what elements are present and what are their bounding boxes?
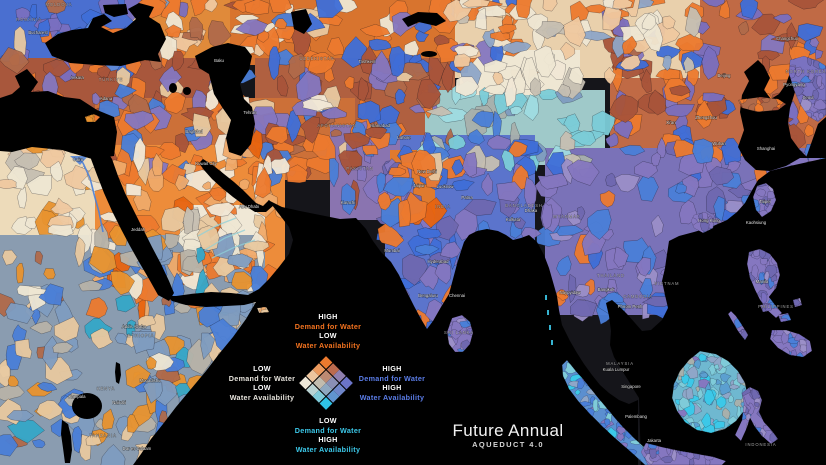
city-label: Wuhan [712, 141, 726, 146]
city-label: Dar es Salaam [123, 446, 152, 451]
city-label: Manila [756, 279, 769, 284]
region-label: PHILIPPINES [758, 304, 794, 309]
city-label: Kuala Lumpur [603, 367, 630, 372]
region-label: MOLDOVA [46, 2, 73, 7]
city-label: Bangkok [598, 287, 616, 292]
city-label: Kaohsiung [746, 220, 767, 225]
city-label: Shanghai [757, 146, 775, 151]
region-label: KENYA [97, 386, 115, 391]
city-label: Phnom Penh [618, 304, 643, 309]
region-label: UZBEKISTAN [300, 56, 335, 61]
map-subtitle: AQUEDUCT 4.0 [472, 440, 544, 449]
city-label: Kampala [69, 394, 87, 399]
city-label: Palembang [625, 414, 647, 419]
city-label: Singapore [621, 384, 641, 389]
city-label: Kolkata [506, 217, 521, 222]
city-label: Beijing [718, 73, 732, 78]
region-label: THAILAND [597, 273, 625, 278]
region-label: VIETNAM [655, 281, 680, 286]
region-label: ETHIOPIA [128, 333, 155, 338]
city-label: Hong Kong [698, 218, 720, 223]
city-label: Islamabad [370, 123, 390, 128]
city-label: Bucharest [28, 30, 48, 35]
city-label: Karachi [341, 200, 356, 205]
region-label: INDONESIA [745, 442, 776, 447]
city-label: Mumbai [384, 248, 399, 253]
lake-layer [61, 362, 121, 463]
city-label: Zhengzhou [695, 115, 717, 120]
region-label: PAKISTAN [346, 166, 373, 171]
city-label: Lahore [397, 135, 411, 140]
region-label: TÜRKIYE [99, 77, 123, 82]
city-label: Hyderabad [427, 259, 449, 264]
city-label: Mogadishu [139, 378, 161, 383]
city-label: Addis Ababa [122, 324, 147, 329]
city-label: Chennai [449, 293, 465, 298]
city-label: Pyongyang [783, 82, 805, 87]
region-label: CAMBODIA [623, 294, 653, 299]
city-label: Nairobi [112, 400, 126, 405]
ocean-layer [0, 3, 826, 465]
region-label: MALAYSIA [606, 361, 634, 366]
region-label: TANZANIA [89, 433, 117, 438]
region-label: AFGHANISTAN [317, 123, 356, 128]
city-label: Tashkent [358, 59, 376, 64]
city-label: Baku [214, 58, 224, 63]
city-label: Changchun [776, 36, 799, 41]
city-label: Abu Dhabi [239, 204, 259, 209]
region-label: SRI LANKA [444, 330, 474, 335]
city-label: Cairo [73, 157, 84, 162]
city-label: Lucknow [437, 184, 455, 189]
city-label: Seoul [803, 95, 814, 100]
city-label: Patna [461, 195, 473, 200]
city-label: Jakarta [647, 438, 662, 443]
city-label: Ankara [70, 75, 84, 80]
city-label: Taipei [759, 199, 770, 204]
region-label: BANGLADESH [505, 203, 543, 208]
city-label: Xi'an [666, 120, 676, 125]
map-title: Future Annual [452, 421, 564, 440]
region-label: NORTH KOREA [786, 69, 826, 74]
city-label: Dhaka [525, 208, 538, 213]
city-label: Bengaluru [418, 293, 438, 298]
city-label: Baghdad [185, 129, 203, 134]
river-layer [70, 156, 256, 259]
city-label: Adana [100, 96, 113, 101]
map-labels-layer: Bucharest Ankara Adana Cairo Baku Tehran Baghd… [16, 2, 826, 452]
city-label: Naypyidaw [559, 290, 581, 295]
city-label: Tehran [243, 110, 257, 115]
city-label: Jeddah [131, 227, 146, 232]
city-label: Kuwait City [195, 161, 217, 166]
city-label: New Delhi [417, 169, 437, 174]
city-label: Jaipur [413, 183, 425, 188]
region-label: MYANMAR [553, 214, 580, 219]
region-label: INDIA [435, 204, 451, 209]
region-label: ROMANIA [16, 17, 42, 22]
